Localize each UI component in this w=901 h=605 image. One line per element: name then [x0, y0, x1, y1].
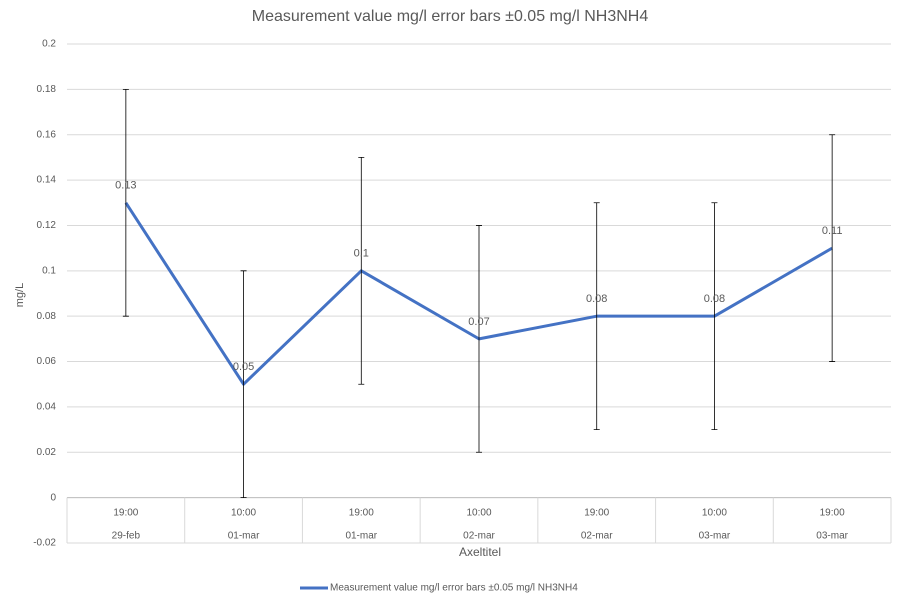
x-tick-label: 19:00: [349, 508, 374, 519]
x-tick-group-label: 02-mar: [463, 531, 495, 542]
error-bar: [358, 157, 365, 385]
x-tick-group-label: 03-mar: [816, 531, 848, 542]
y-tick-label: 0.02: [37, 447, 57, 458]
y-tick-label: 0: [50, 492, 56, 503]
data-label: 0.05: [233, 361, 254, 373]
x-axis-title: Axeltitel: [459, 545, 501, 559]
x-tick-label: 19:00: [584, 508, 609, 519]
y-tick-label: 0.08: [37, 311, 57, 322]
x-tick-label: 10:00: [702, 508, 727, 519]
y-tick-label: 0.04: [37, 402, 57, 413]
y-tick-label: 0.1: [42, 265, 56, 276]
x-tick-group-label: 02-mar: [581, 531, 613, 542]
error-bar: [240, 270, 247, 499]
legend-label: Measurement value mg/l error bars ±0.05 …: [330, 583, 578, 594]
data-label: 0.13: [115, 180, 136, 192]
error-bar: [711, 202, 718, 430]
y-tick-label: 0.14: [37, 175, 57, 186]
y-axis-title: mg/L: [14, 283, 26, 307]
x-tick-group-label: 03-mar: [699, 531, 731, 542]
y-tick-label: 0.12: [37, 220, 57, 231]
x-tick-label: 19:00: [820, 508, 845, 519]
error-bar: [829, 134, 836, 362]
data-label: 0.1: [354, 248, 369, 260]
x-tick-group-label: 01-mar: [345, 531, 377, 542]
x-tick-group-label: 01-mar: [228, 531, 260, 542]
data-label: 0.08: [586, 293, 607, 305]
data-label: 0.07: [468, 316, 489, 328]
x-tick-label: 19:00: [113, 508, 138, 519]
x-tick-group-label: 29-feb: [112, 531, 141, 542]
error-bar: [476, 225, 482, 453]
data-label: 0.08: [704, 293, 725, 305]
data-label: 0.11: [822, 225, 843, 237]
y-tick-label: 0.2: [42, 39, 56, 50]
y-tick-label: 0.06: [37, 356, 57, 367]
error-bar: [122, 88, 129, 317]
y-tick-label: -0.02: [33, 538, 56, 549]
chart-title: Measurement value mg/l error bars ±0.05 …: [252, 8, 649, 25]
x-tick-label: 10:00: [231, 508, 256, 519]
error-bar: [593, 202, 600, 430]
x-tick-label: 10:00: [466, 508, 491, 519]
y-tick-label: 0.18: [37, 84, 57, 95]
y-tick-label: 0.16: [37, 129, 57, 140]
